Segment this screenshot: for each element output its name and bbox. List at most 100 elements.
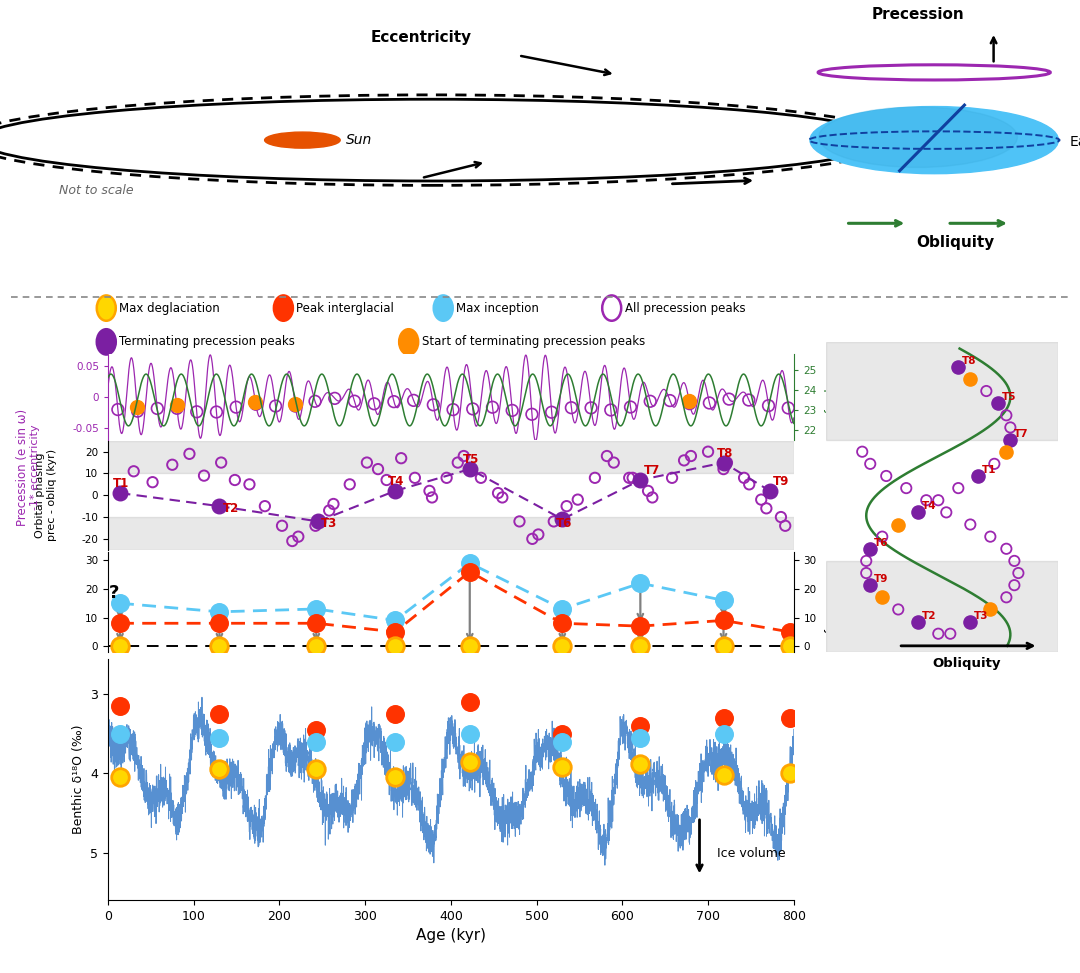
Point — [424, 397, 442, 413]
Point — [524, 531, 541, 547]
Point — [195, 468, 213, 484]
Point — [308, 616, 325, 631]
Text: T2: T2 — [222, 502, 239, 515]
Point — [598, 449, 616, 464]
Point — [472, 470, 489, 486]
Point — [524, 407, 541, 422]
Point — [529, 526, 546, 542]
Point — [753, 491, 770, 507]
Point — [644, 489, 661, 505]
Point — [149, 401, 166, 416]
Point — [286, 398, 303, 414]
Point — [582, 400, 599, 415]
Text: Not to scale: Not to scale — [59, 184, 134, 198]
Point — [387, 638, 404, 654]
Point — [720, 391, 738, 407]
Text: Sun: Sun — [346, 132, 372, 147]
Point — [213, 454, 230, 470]
Point — [421, 484, 438, 499]
Point — [680, 393, 698, 409]
Point — [144, 475, 161, 490]
Point — [125, 463, 143, 479]
Point — [111, 486, 129, 501]
Point — [715, 710, 732, 726]
Point — [909, 505, 927, 521]
Point — [464, 401, 482, 416]
Point — [890, 601, 907, 617]
Point — [998, 541, 1015, 557]
Point — [554, 726, 571, 741]
Point — [167, 397, 186, 413]
Text: ?: ? — [109, 584, 119, 601]
Point — [741, 477, 758, 492]
Text: Terminating precession peaks: Terminating precession peaks — [119, 336, 295, 348]
Text: T4: T4 — [388, 475, 405, 488]
Point — [890, 517, 907, 532]
Point — [554, 601, 571, 617]
Y-axis label: Duration (kyr): Duration (kyr) — [823, 559, 836, 645]
Point — [715, 638, 732, 654]
Ellipse shape — [434, 296, 453, 321]
Point — [603, 402, 620, 417]
Point — [642, 393, 659, 409]
Point — [387, 770, 404, 785]
Text: Max inception: Max inception — [456, 302, 539, 314]
Text: Ice volume: Ice volume — [717, 847, 785, 859]
Point — [639, 484, 657, 499]
Point — [109, 402, 126, 417]
Point — [632, 756, 649, 772]
Point — [461, 556, 478, 571]
Y-axis label: Benthic δ¹⁸O (‰): Benthic δ¹⁸O (‰) — [71, 725, 84, 834]
Point — [632, 638, 649, 654]
Text: T2: T2 — [922, 610, 936, 621]
Bar — [826, 560, 1058, 652]
Text: T7: T7 — [1014, 428, 1029, 439]
Point — [325, 496, 342, 512]
Point — [715, 726, 732, 741]
Point — [406, 470, 423, 486]
Point — [781, 624, 798, 639]
Point — [438, 470, 456, 486]
Point — [386, 394, 403, 410]
Point — [862, 577, 879, 593]
Point — [862, 541, 879, 557]
Point — [740, 392, 757, 408]
Point — [781, 766, 798, 781]
Point — [858, 553, 875, 568]
Circle shape — [810, 107, 1058, 173]
Point — [735, 470, 753, 486]
Point — [180, 446, 198, 461]
Point — [715, 461, 732, 477]
Point — [632, 619, 649, 634]
Point — [346, 393, 363, 409]
Point — [632, 730, 649, 745]
Point — [168, 401, 186, 416]
Y-axis label: Obliquity (°): Obliquity (°) — [823, 359, 836, 435]
Point — [284, 533, 301, 549]
Point — [1010, 565, 1027, 581]
Point — [781, 710, 798, 726]
Text: Obliquity: Obliquity — [932, 657, 1000, 670]
Point — [554, 512, 571, 527]
Point — [675, 452, 692, 468]
Point — [321, 503, 338, 519]
Point — [909, 614, 927, 630]
Text: Earth: Earth — [1069, 134, 1080, 149]
Point — [111, 770, 129, 785]
Point — [930, 492, 947, 508]
Text: Max deglaciation: Max deglaciation — [119, 302, 220, 314]
Point — [503, 403, 521, 418]
Point — [758, 500, 775, 516]
Point — [489, 486, 507, 501]
Point — [455, 449, 472, 464]
Point — [188, 404, 205, 419]
Point — [554, 616, 571, 631]
Point — [387, 484, 404, 499]
Point — [715, 454, 732, 470]
Point — [632, 472, 649, 487]
Text: T3: T3 — [321, 518, 337, 530]
Ellipse shape — [274, 296, 293, 321]
Point — [918, 492, 935, 508]
Bar — [826, 342, 1058, 440]
Text: T6: T6 — [874, 538, 889, 548]
